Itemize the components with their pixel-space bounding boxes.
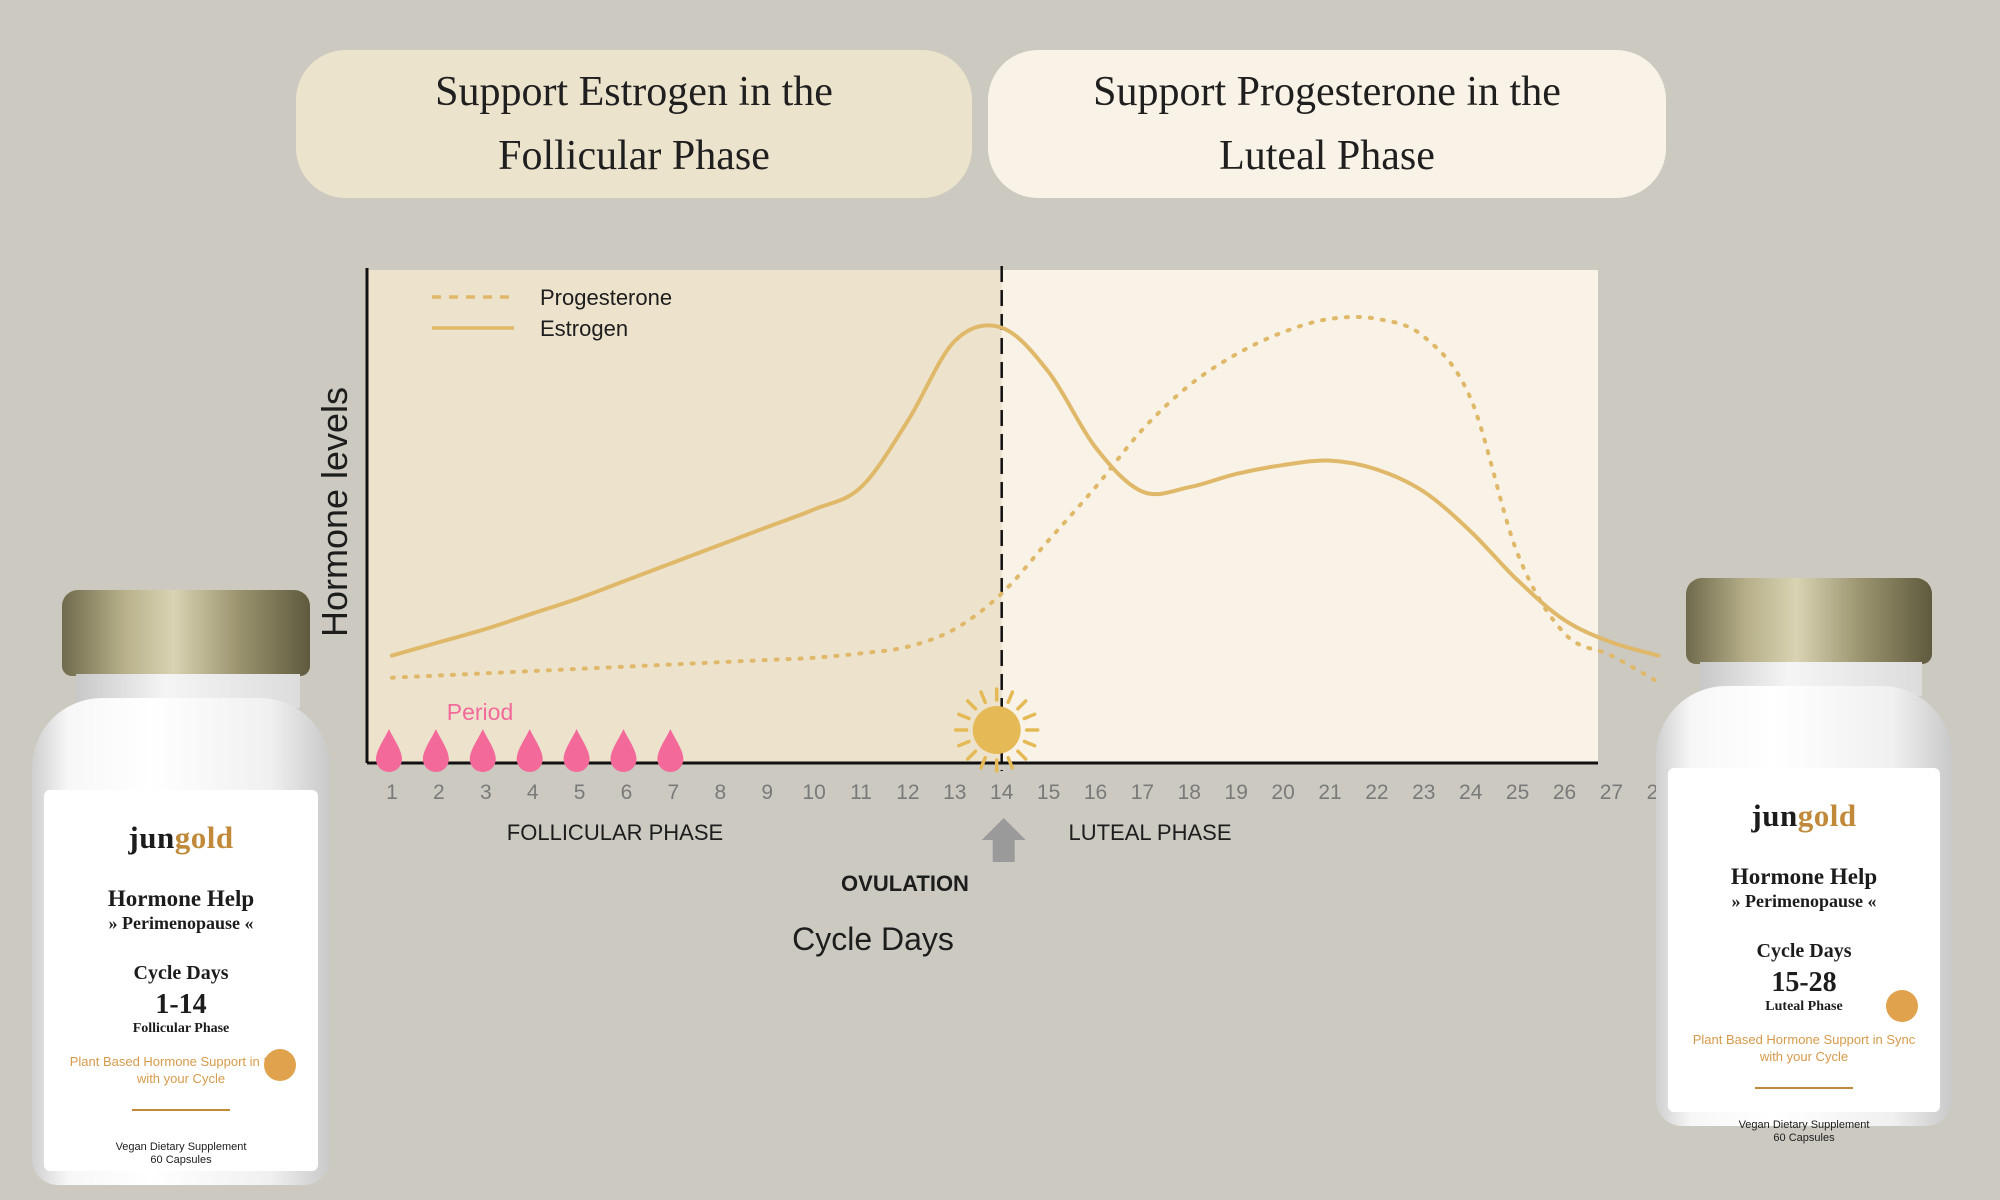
sun-icon (953, 687, 1040, 773)
y-axis-title: Hormone levels (314, 387, 355, 637)
ovulation-label: OVULATION (841, 871, 969, 896)
period-drop-icon (563, 729, 590, 772)
sun-ray (1022, 739, 1037, 748)
bottle-cap (62, 590, 310, 676)
label-divider (132, 1109, 230, 1111)
cycle-days-title: Cycle Days (133, 962, 229, 984)
sun-ray (979, 755, 987, 770)
period-drop-icon (610, 729, 637, 772)
x-tick-label: 21 (1318, 781, 1341, 804)
sun-ray (957, 739, 971, 748)
x-tick-label: 19 (1225, 781, 1248, 804)
sun-ray (1006, 690, 1015, 705)
header-luteal: Support Progesterone in the Luteal Phase (988, 50, 1666, 198)
bottle-label: jungold Hormone Help » Perimenopause « C… (44, 790, 318, 1171)
x-tick-label: 2 (433, 781, 445, 804)
x-tick-label: 26 (1553, 781, 1576, 804)
sun-disc (972, 706, 1021, 754)
x-tick-label: 16 (1084, 781, 1107, 804)
x-tick-label: 13 (943, 781, 966, 804)
x-tick-label: 15 (1037, 781, 1060, 804)
x-tick-label: 4 (527, 781, 539, 804)
x-tick-label: 6 (621, 781, 633, 804)
quality-seal-icon (1886, 990, 1918, 1022)
period-drop-icon (469, 729, 496, 772)
cycle-days-range: 15-28 (1771, 967, 1837, 998)
follicular-phase-label: FOLLICULAR PHASE (507, 820, 723, 845)
x-tick-label: 3 (480, 781, 492, 804)
quality-seal-icon (264, 1049, 296, 1081)
legend-label-estrogen: Estrogen (540, 316, 628, 341)
x-tick-label: 23 (1412, 781, 1435, 804)
product-bottle-luteal: jungold Hormone Help » Perimenopause « C… (1656, 578, 1952, 1144)
sun-ray (1006, 755, 1015, 770)
bottle-label: jungold Hormone Help » Perimenopause « C… (1668, 768, 1940, 1144)
x-tick-label: 11 (850, 781, 872, 804)
sun-ray (1016, 699, 1028, 711)
header-follicular: Support Estrogen in the Follicular Phase (296, 50, 972, 198)
label-divider (1755, 1087, 1853, 1089)
x-tick-label: 20 (1271, 781, 1294, 804)
x-tick-label: 27 (1600, 781, 1623, 804)
product-bottle-follicular: jungold Hormone Help » Perimenopause « C… (32, 590, 330, 1185)
x-tick-label: 24 (1459, 781, 1483, 804)
header-follicular-line2: Follicular Phase (498, 133, 770, 179)
product-tagline: Plant Based Hormone Support in Sync with… (69, 1054, 293, 1086)
x-tick-label: 1 (386, 781, 398, 804)
legend-label-progesterone: Progesterone (540, 285, 672, 310)
x-tick-label: 18 (1178, 781, 1201, 804)
x-tick-label: 22 (1365, 781, 1388, 804)
x-tick-label: 17 (1131, 781, 1154, 804)
series-line-estrogen (390, 323, 1661, 658)
phase-name: Follicular Phase (132, 1021, 230, 1036)
x-tick-label: 14 (990, 781, 1014, 804)
brand-logo: jungold (128, 820, 234, 855)
sun-ray (965, 749, 978, 761)
period-drop-icon (422, 729, 449, 772)
x-tick-label: 9 (761, 781, 773, 804)
follicular-region (367, 270, 1002, 763)
cycle-days-range: 1-14 (155, 989, 207, 1020)
x-tick-label: 5 (574, 781, 586, 804)
sun-ray (979, 690, 987, 705)
x-tick-label: 7 (668, 781, 680, 804)
luteal-region (1001, 270, 1598, 763)
phase-name: Luteal Phase (1765, 999, 1843, 1014)
sun-ray (957, 712, 971, 721)
luteal-phase-label: LUTEAL PHASE (1068, 820, 1231, 845)
sun-ray (1016, 749, 1028, 761)
product-tagline: Plant Based Hormone Support in Sync with… (1692, 1032, 1916, 1064)
sun-ray (965, 699, 978, 711)
supplement-info: Vegan Dietary Supplement 60 Capsules (1738, 1119, 1870, 1144)
x-tick-label: 8 (714, 781, 726, 804)
bottle-cap (1686, 578, 1932, 664)
supplement-info: Vegan Dietary Supplement 60 Capsules (115, 1141, 247, 1166)
ovulation-arrow-icon (981, 818, 1026, 862)
period-drop-icon (657, 729, 684, 772)
period-drop-icon (376, 729, 402, 772)
brand-logo: jungold (1751, 798, 1857, 833)
x-tick-label: 10 (802, 781, 825, 804)
period-drop-icon (516, 729, 543, 772)
cycle-days-title: Cycle Days (1756, 940, 1852, 962)
product-name: Hormone Help » Perimenopause « (1730, 864, 1878, 911)
product-name: Hormone Help » Perimenopause « (107, 886, 255, 933)
x-tick-label: 12 (896, 781, 919, 804)
header-luteal-line2: Luteal Phase (1219, 133, 1435, 179)
header-luteal-line1: Support Progesterone in the (1093, 69, 1561, 115)
series-line-progesterone (390, 314, 1661, 685)
sun-ray (1022, 712, 1037, 721)
period-label: Period (447, 699, 513, 725)
x-axis-title: Cycle Days (792, 921, 954, 957)
header-follicular-line1: Support Estrogen in the (435, 69, 833, 115)
x-tick-label: 25 (1506, 781, 1529, 804)
